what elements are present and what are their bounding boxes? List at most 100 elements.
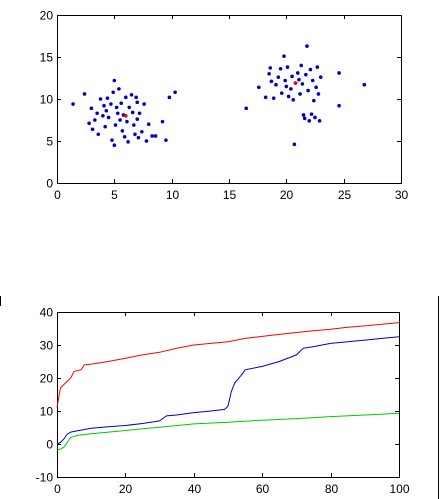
- line-y-tick-label: 30: [40, 339, 54, 353]
- scatter-point: [308, 67, 313, 72]
- scatter-plot: 0 5 10 15 20 25 30 0 5 10 15 20: [40, 9, 409, 203]
- scatter-axes-frame: [57, 15, 402, 184]
- scatter-y-tick-label: 15: [40, 51, 54, 65]
- scatter-point: [134, 95, 138, 100]
- scatter-point: [307, 119, 312, 123]
- scatter-point: [103, 124, 107, 129]
- scatter-point: [310, 78, 315, 83]
- scatter-point: [124, 95, 128, 100]
- scatter-point: [135, 117, 140, 121]
- scatter-point: [289, 87, 293, 91]
- scatter-point: [304, 72, 308, 77]
- scatter-point: [117, 87, 121, 91]
- scatter-y-tick-label: 20: [40, 9, 54, 23]
- scatter-y-tick-label: 10: [40, 93, 54, 107]
- scatter-point: [301, 113, 306, 117]
- scatter-point: [167, 95, 172, 100]
- scatter-point: [337, 103, 341, 108]
- scatter-x-tick-label: 15: [223, 188, 237, 202]
- scatter-point: [269, 79, 274, 84]
- scatter-point: [135, 100, 140, 105]
- scatter-point: [115, 111, 120, 116]
- scatter-point: [283, 78, 287, 83]
- scatter-point: [316, 92, 321, 96]
- scatter-x-tick-label: 10: [166, 188, 180, 202]
- scatter-point: [309, 112, 314, 116]
- scatter-point: [286, 94, 291, 99]
- line-x-tick-label: 40: [188, 482, 202, 496]
- line-x-tick-label: 60: [256, 482, 270, 496]
- scatter-point: [112, 78, 117, 83]
- scatter-x-tick-label: 5: [111, 188, 118, 202]
- scatter-point: [164, 138, 168, 142]
- scatter-point: [284, 84, 289, 89]
- line-y-tick-label: 40: [40, 306, 54, 320]
- line-y-tick-label: -10: [36, 471, 54, 485]
- scatter-point: [104, 108, 109, 113]
- scatter-point: [160, 119, 165, 124]
- scatter-point: [285, 65, 290, 69]
- scatter-y-tick-label: 5: [46, 135, 53, 149]
- scatter-point: [314, 85, 318, 90]
- scatter-point: [362, 82, 367, 87]
- scatter-point: [90, 127, 95, 132]
- scatter-point: [98, 97, 103, 101]
- line-x-tick-label: 80: [325, 482, 339, 496]
- scatter-point: [298, 92, 302, 96]
- line-series-line: [56, 412, 400, 452]
- scatter-point: [96, 132, 101, 137]
- scatter-point: [279, 91, 284, 95]
- scatter-point: [125, 119, 129, 124]
- scatter-point: [71, 102, 75, 106]
- scatter-point: [142, 102, 146, 106]
- scatter-point: [146, 122, 151, 126]
- line-axes-frame: [57, 312, 400, 478]
- scatter-point: [110, 138, 114, 142]
- scatter-point: [126, 140, 130, 144]
- scatter-point: [120, 129, 125, 133]
- scatter-point: [137, 111, 142, 116]
- scatter-point: [114, 105, 119, 110]
- scatter-point: [132, 123, 136, 127]
- scatter-point: [318, 75, 323, 79]
- scatter-point: [82, 92, 87, 96]
- scatter-point: [129, 93, 134, 97]
- scatter-point: [290, 74, 294, 79]
- scatter-point: [150, 134, 154, 138]
- line-y-tick-label: 10: [40, 405, 54, 419]
- scatter-point: [317, 119, 322, 123]
- scatter-point: [293, 81, 298, 85]
- scatter-point: [105, 96, 110, 100]
- scatter-point: [268, 66, 273, 70]
- line-x-tick-label: 20: [119, 482, 133, 496]
- scatter-point: [312, 98, 316, 103]
- scatter-y-tick-label: 0: [46, 177, 53, 191]
- scatter-point: [124, 114, 128, 118]
- scatter-point: [127, 105, 132, 110]
- scatter-point: [102, 103, 106, 108]
- scatter-point: [292, 142, 297, 147]
- scatter-point: [109, 102, 113, 106]
- scatter-point: [271, 96, 276, 100]
- scatter-point: [274, 82, 278, 87]
- line-series-line: [56, 336, 400, 445]
- scatter-point: [297, 77, 301, 82]
- scatter-point: [140, 129, 144, 134]
- scatter-point: [87, 121, 91, 126]
- scatter-point: [306, 88, 310, 93]
- scatter-point: [118, 118, 122, 122]
- scatter-point: [89, 106, 94, 111]
- scatter-x-tick-label: 25: [338, 188, 352, 202]
- scatter-point: [244, 106, 248, 111]
- scatter-point: [136, 135, 141, 140]
- scatter-point: [130, 110, 135, 115]
- line-x-tick-label: 100: [389, 482, 409, 496]
- line-x-tick-label: 0: [54, 482, 61, 496]
- scatter-point: [263, 95, 268, 100]
- scatter-x-tick-label: 0: [54, 188, 61, 202]
- scatter-point: [93, 118, 97, 122]
- scatter-point: [313, 115, 317, 120]
- line-series-line: [56, 322, 400, 408]
- scatter-point: [133, 132, 137, 137]
